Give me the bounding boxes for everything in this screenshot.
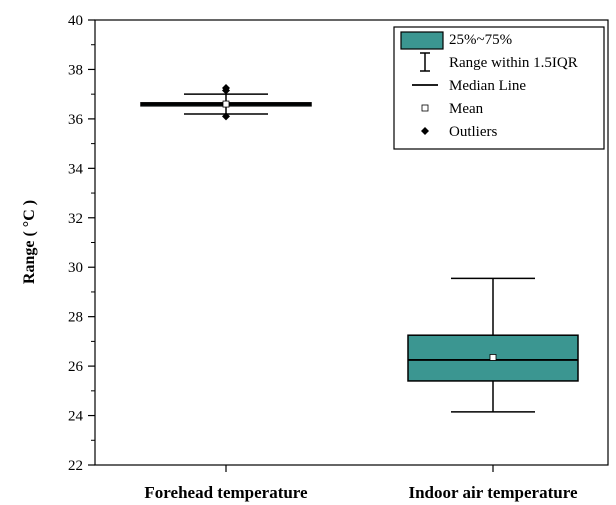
y-axis: 22 24 26 28 30 32 34 36 38 40 [68,13,95,474]
mean-marker [222,100,230,108]
y-tick-label: 32 [68,211,83,227]
outlier-marker [222,83,230,92]
y-tick-label: 38 [68,62,83,78]
legend-label: Outliers [449,124,497,140]
x-category-label: Forehead temperature [144,483,308,502]
legend-swatch-mean [421,104,429,112]
legend-label: Mean [449,101,484,117]
legend-swatch-box [400,31,444,50]
box-0 [140,83,312,121]
outlier-marker [222,112,230,121]
legend-label: Range within 1.5IQR [449,55,578,71]
x-axis: Forehead temperature Indoor air temperatu… [144,465,578,502]
y-tick-label: 36 [68,112,84,128]
y-tick-label: 34 [68,161,84,177]
y-tick-label: 30 [68,260,83,276]
legend: 25%~75% Range within 1.5IQR Median Line Mea… [393,26,605,150]
y-tick-label: 22 [68,458,83,474]
box-1 [407,277,579,413]
legend-label: Median Line [449,78,526,94]
y-tick-label: 40 [68,13,83,29]
y-tick-label: 28 [68,310,83,326]
y-tick-label: 26 [68,359,84,375]
legend-label: 25%~75% [449,32,512,48]
mean-marker [489,354,497,361]
y-axis-title: Range ( °C ) [21,200,38,284]
boxes-group [140,83,579,413]
x-category-label: Indoor air temperature [408,483,577,502]
y-tick-label: 24 [68,409,84,425]
legend-swatch-outlier [421,127,429,135]
